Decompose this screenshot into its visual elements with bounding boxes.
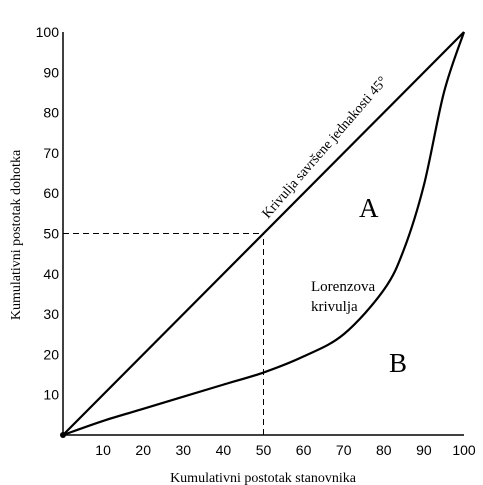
x-tick-label: 40 xyxy=(216,442,232,458)
lorenz-curve-label-line2: krivulja xyxy=(311,299,358,315)
lorenz-curve-line xyxy=(62,31,466,437)
y-tick-label: 80 xyxy=(43,105,59,121)
x-axis-title: Kumulativni postotak stanovnika xyxy=(170,471,357,485)
x-tick-label: 90 xyxy=(416,442,432,458)
y-tick-label: 50 xyxy=(43,226,59,242)
y-axis-title: Kumulativni postotak dohotka xyxy=(9,149,24,320)
y-tick-label: 10 xyxy=(43,387,59,403)
y-tick-label: 20 xyxy=(43,346,59,362)
x-tick-label: 70 xyxy=(336,442,352,458)
y-tick-label: 100 xyxy=(36,24,60,40)
y-tick-label: 90 xyxy=(43,64,59,80)
x-tick-label: 20 xyxy=(135,442,151,458)
x-tick-label: 60 xyxy=(296,442,312,458)
origin-point xyxy=(60,432,66,438)
x-tick-label: 50 xyxy=(256,442,272,458)
x-tick-label: 30 xyxy=(176,442,192,458)
region-b-label: B xyxy=(389,348,407,378)
lorenz-curve-label-line1: Lorenzova xyxy=(311,279,375,295)
reference-lines xyxy=(63,233,264,435)
tick-labels: 10 20 30 40 50 60 70 80 90 100 10 20 30 40 50 60 70 80 90 1… xyxy=(36,24,476,458)
x-tick-label: 10 xyxy=(95,442,111,458)
y-tick-label: 40 xyxy=(43,266,59,282)
region-a-label: A xyxy=(359,193,379,223)
y-tick-label: 60 xyxy=(43,185,59,201)
x-tick-label: 80 xyxy=(376,442,392,458)
y-tick-label: 70 xyxy=(43,145,59,161)
y-tick-label: 30 xyxy=(43,306,59,322)
equality-line xyxy=(62,31,465,436)
x-tick-label: 100 xyxy=(452,442,476,458)
series-lines xyxy=(60,31,466,438)
